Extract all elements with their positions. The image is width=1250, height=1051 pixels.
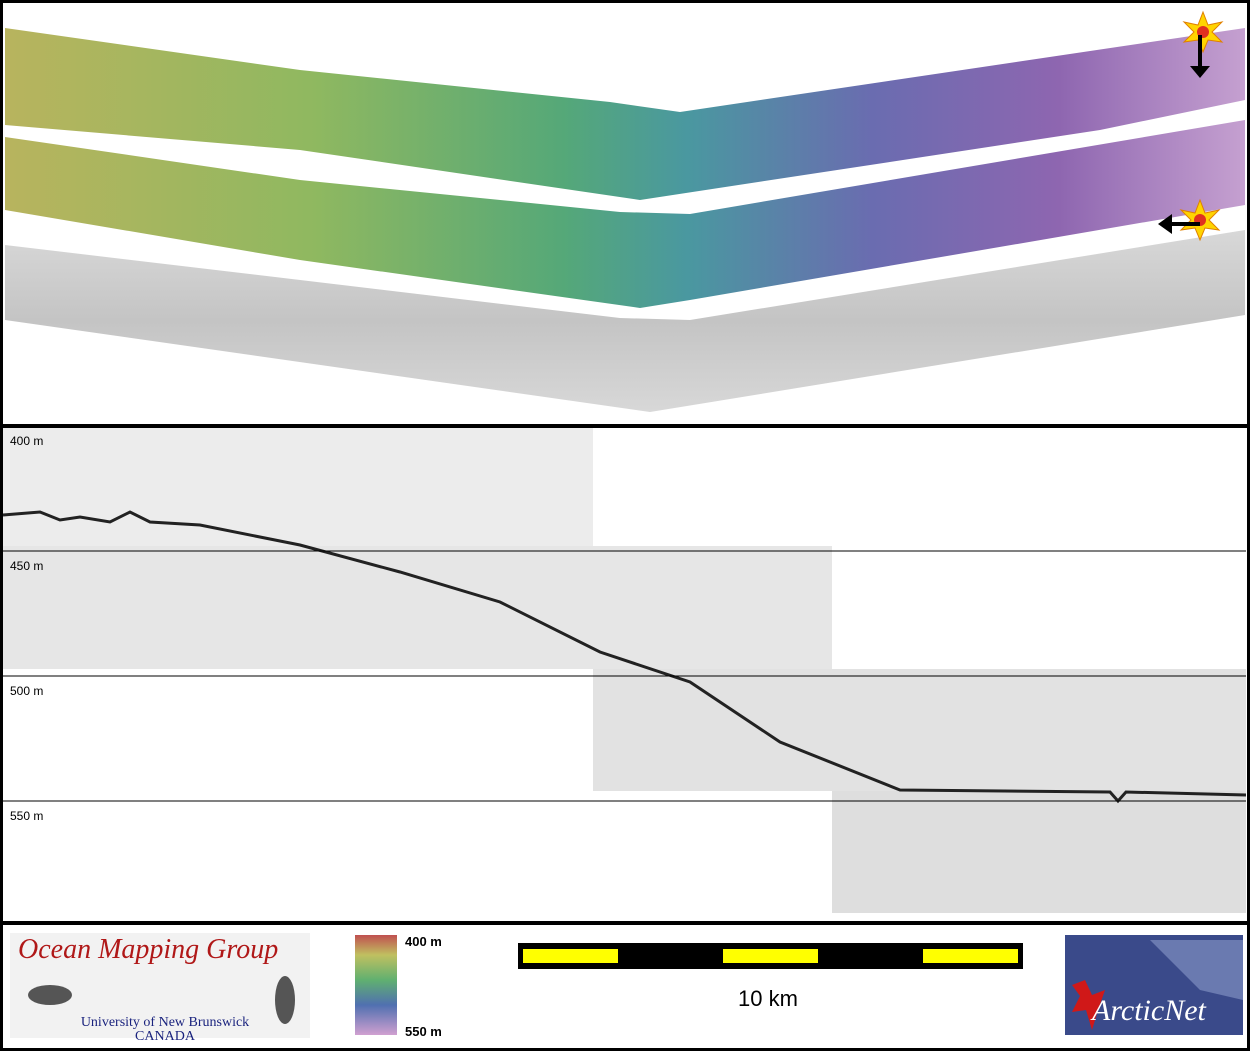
colorbar: 400 m 550 m xyxy=(355,934,442,1039)
colorbar-label: 550 m xyxy=(405,1024,442,1039)
swath-panel xyxy=(5,10,1245,412)
profile-panel: 400 m 450 m 500 m 550 m xyxy=(2,428,1247,913)
profile-segment xyxy=(3,428,593,551)
scale-bar-segment xyxy=(923,949,1018,963)
logo-background xyxy=(10,933,310,1038)
scale-bar-segment xyxy=(723,949,818,963)
sun-icon xyxy=(1158,198,1221,242)
divider xyxy=(0,424,1250,428)
profile-segment xyxy=(832,791,1246,913)
logo-graphic xyxy=(1150,940,1243,1000)
maple-leaf xyxy=(1072,980,1105,1030)
logo-line: CANADA xyxy=(135,1029,196,1044)
backscatter-strip xyxy=(5,230,1245,412)
logo-line: University of New Brunswick xyxy=(81,1015,249,1030)
logo-title: Ocean Mapping Group xyxy=(18,934,278,965)
profile-segment xyxy=(593,669,1246,791)
sun-icon xyxy=(1182,10,1224,78)
depth-label: 550 m xyxy=(10,809,43,823)
scale-bar-label: 10 km xyxy=(738,986,798,1011)
logo-graphic xyxy=(28,985,72,1005)
colorbar-label: 400 m xyxy=(405,934,442,949)
scale-bar: 10 km xyxy=(518,943,1023,1011)
seabed-reflector xyxy=(2,510,1247,804)
logo-right: ArcticNet xyxy=(1065,935,1243,1035)
profile-segment xyxy=(3,546,832,669)
bathymetry-strip xyxy=(5,120,1245,308)
logo-title: ArcticNet xyxy=(1090,994,1207,1027)
depth-label: 400 m xyxy=(10,434,43,448)
divider xyxy=(0,921,1250,925)
depth-label: 500 m xyxy=(10,684,43,698)
logo-left: Ocean Mapping Group University of New Br… xyxy=(10,933,310,1044)
colorbar-ramp xyxy=(355,935,397,1035)
logo-graphic xyxy=(275,976,295,1024)
depth-label: 450 m xyxy=(10,559,43,573)
scale-bar-segment xyxy=(523,949,618,963)
bathymetry-strip xyxy=(5,28,1245,200)
